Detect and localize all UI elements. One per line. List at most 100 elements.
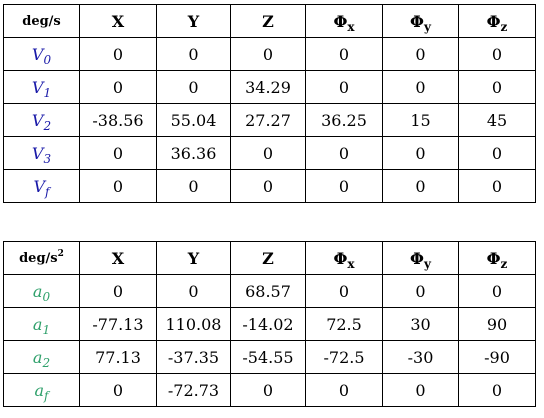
row-subscript: 0 — [42, 289, 51, 304]
header-phi-x: Φx — [305, 241, 383, 275]
row-label: a1 — [3, 307, 80, 341]
value-cell: 0 — [230, 373, 306, 407]
row-label: V3 — [3, 136, 80, 170]
value-cell: 45 — [458, 103, 536, 137]
value-cell: 0 — [156, 274, 231, 308]
value-cell: 0 — [458, 136, 536, 170]
value-cell: 0 — [305, 70, 383, 104]
value-cell: 27.27 — [230, 103, 306, 137]
row-subscript: f — [45, 184, 50, 199]
value-cell: 0 — [79, 70, 157, 104]
row-label: a2 — [3, 340, 80, 374]
value-cell: 0 — [305, 373, 383, 407]
value-cell: 0 — [382, 37, 459, 71]
acceleration-header-row: deg/s2 X Y Z Φx Φy Φz — [3, 241, 536, 275]
header-y: Y — [156, 4, 231, 38]
acceleration-table-body: a0 0 0 68.57 0 0 0 a1 -77.13 110.08 -14.02 72.5 30 90… — [3, 274, 536, 407]
value-cell: 0 — [79, 136, 157, 170]
phi-symbol: Φ — [486, 11, 501, 31]
phi-symbol: Φ — [333, 11, 348, 31]
value-cell: 36.36 — [156, 136, 231, 170]
velocity-row: V0 0 0 0 0 0 0 — [3, 37, 536, 71]
phi-subscript: z — [500, 19, 508, 34]
value-cell: 55.04 — [156, 103, 231, 137]
velocity-row: Vf 0 0 0 0 0 0 — [3, 169, 536, 203]
value-cell: 0 — [458, 373, 536, 407]
row-subscript: 3 — [43, 151, 52, 166]
row-symbol: a — [32, 281, 43, 301]
value-cell: 77.13 — [79, 340, 157, 374]
value-cell: 72.5 — [305, 307, 383, 341]
row-symbol: V — [31, 110, 44, 130]
value-cell: 0 — [79, 373, 157, 407]
row-subscript: 0 — [43, 52, 52, 67]
velocity-table: deg/s X Y Z Φx Φy Φz V0 0 0 0 0 0 0 V1 0 0 34.29 0 0… — [3, 4, 536, 203]
phi-symbol: Φ — [486, 248, 501, 268]
acceleration-row: a0 0 0 68.57 0 0 0 — [3, 274, 536, 308]
value-cell: 0 — [305, 37, 383, 71]
value-cell: 0 — [79, 274, 157, 308]
value-cell: 0 — [79, 169, 157, 203]
row-subscript: 2 — [42, 355, 51, 370]
velocity-row: V3 0 36.36 0 0 0 0 — [3, 136, 536, 170]
value-cell: 0 — [382, 274, 459, 308]
value-cell: 0 — [156, 70, 231, 104]
velocity-row: V1 0 0 34.29 0 0 0 — [3, 70, 536, 104]
acceleration-table: deg/s2 X Y Z Φx Φy Φz a0 0 0 68.57 0 0 0 a1 -77.… — [3, 241, 536, 407]
value-cell: 90 — [458, 307, 536, 341]
velocity-unit-cell: deg/s — [3, 4, 80, 38]
phi-subscript: y — [423, 256, 431, 271]
row-label: V2 — [3, 103, 80, 137]
value-cell: 34.29 — [230, 70, 306, 104]
row-symbol: V — [33, 176, 46, 196]
row-symbol: a — [32, 347, 43, 367]
header-phi-x: Φx — [305, 4, 383, 38]
value-cell: 0 — [458, 274, 536, 308]
phi-subscript: y — [423, 19, 431, 34]
value-cell: -90 — [458, 340, 536, 374]
header-x: X — [79, 241, 157, 275]
velocity-table-body: V0 0 0 0 0 0 0 V1 0 0 34.29 0 0 0 V2 -38.56 55.04 27.27 36… — [3, 37, 536, 203]
velocity-header-row: deg/s X Y Z Φx Φy Φz — [3, 4, 536, 38]
value-cell: -30 — [382, 340, 459, 374]
value-cell: 0 — [382, 373, 459, 407]
row-symbol: V — [31, 44, 44, 64]
velocity-row: V2 -38.56 55.04 27.27 36.25 15 45 — [3, 103, 536, 137]
header-x: X — [79, 4, 157, 38]
row-label: V1 — [3, 70, 80, 104]
acceleration-row: af 0 -72.73 0 0 0 0 — [3, 373, 536, 407]
value-cell: -77.13 — [79, 307, 157, 341]
row-symbol: a — [34, 380, 45, 400]
row-label: af — [3, 373, 80, 407]
phi-subscript: x — [347, 256, 355, 271]
value-cell: -72.5 — [305, 340, 383, 374]
header-phi-y: Φy — [382, 4, 459, 38]
row-label: a0 — [3, 274, 80, 308]
row-label: V0 — [3, 37, 80, 71]
row-symbol: V — [31, 77, 44, 97]
phi-subscript: x — [347, 19, 355, 34]
value-cell: 0 — [156, 37, 231, 71]
velocity-unit-label: deg/s — [22, 13, 61, 29]
row-subscript: 1 — [43, 85, 52, 100]
header-y: Y — [156, 241, 231, 275]
value-cell: 0 — [382, 136, 459, 170]
header-phi-y: Φy — [382, 241, 459, 275]
value-cell: -54.55 — [230, 340, 306, 374]
value-cell: 36.25 — [305, 103, 383, 137]
value-cell: 0 — [230, 169, 306, 203]
acceleration-row: a1 -77.13 110.08 -14.02 72.5 30 90 — [3, 307, 536, 341]
value-cell: 0 — [305, 274, 383, 308]
value-cell: 30 — [382, 307, 459, 341]
value-cell: 0 — [458, 70, 536, 104]
row-symbol: a — [32, 314, 43, 334]
unit-exponent: 2 — [57, 248, 64, 259]
value-cell: 0 — [230, 136, 306, 170]
value-cell: 0 — [382, 70, 459, 104]
header-phi-z: Φz — [458, 241, 536, 275]
value-cell: 15 — [382, 103, 459, 137]
phi-symbol: Φ — [333, 248, 348, 268]
value-cell: 0 — [156, 169, 231, 203]
value-cell: -72.73 — [156, 373, 231, 407]
value-cell: 0 — [79, 37, 157, 71]
